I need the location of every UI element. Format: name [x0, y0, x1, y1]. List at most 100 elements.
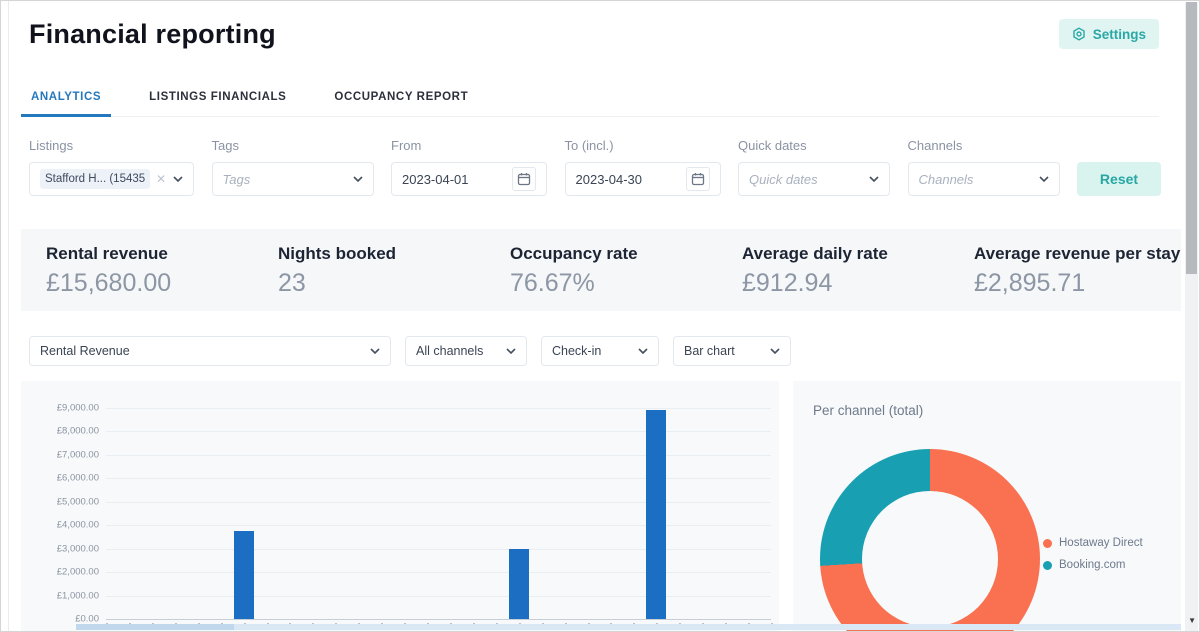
gear-icon: [1072, 27, 1086, 41]
tab-occupancy-report[interactable]: OCCUPANCY REPORT: [334, 91, 469, 103]
donut-chart-title: Per channel (total): [813, 403, 924, 418]
legend-item-hostaway-direct[interactable]: Hostaway Direct: [1043, 537, 1143, 549]
page-title: Financial reporting: [29, 19, 276, 49]
kpi-band: Rental revenue £15,680.00 Nights booked …: [21, 229, 1181, 311]
listings-label: Listings: [29, 138, 74, 153]
vertical-scrollbar[interactable]: ▼: [1185, 2, 1198, 631]
calendar-icon[interactable]: [685, 167, 710, 191]
y-axis-tick-label: £7,000.00: [56, 449, 99, 461]
kpi-average-revenue-per-stay: Average revenue per stay £2,895.71: [949, 229, 1181, 311]
bar-2023-04-07[interactable]: [233, 531, 254, 619]
date-basis-select[interactable]: Check-in: [541, 336, 659, 366]
reset-button[interactable]: Reset: [1077, 162, 1161, 196]
horizontal-scrollbar-thumb[interactable]: [76, 624, 234, 630]
chevron-down-icon: [869, 176, 879, 182]
listing-chip: Stafford H... (15435: [40, 169, 150, 189]
channel-filter-value: All channels: [416, 344, 484, 358]
page-header: Financial reporting Settings: [29, 19, 1159, 50]
donut-legend: Hostaway Direct Booking.com: [1043, 537, 1143, 581]
kpi-value: 23: [278, 269, 306, 297]
listing-chip-label: Stafford H... (15435: [45, 173, 146, 185]
filter-to: To (incl.) 2023-04-30: [564, 138, 721, 196]
kpi-occupancy-rate: Occupancy rate 76.67%: [485, 229, 717, 311]
gridline: [106, 525, 771, 527]
to-date-input[interactable]: 2023-04-30: [564, 162, 721, 196]
legend-label: Hostaway Direct: [1059, 537, 1143, 549]
gridline: [106, 408, 771, 409]
gridline: [106, 572, 771, 574]
bar-2023-04-25[interactable]: [646, 409, 667, 619]
scroll-down-arrow-icon[interactable]: ▼: [1188, 616, 1196, 625]
horizontal-scrollbar[interactable]: [76, 624, 1181, 630]
listings-select[interactable]: Stafford H... (15435 ✕: [29, 162, 194, 196]
date-basis-value: Check-in: [552, 344, 602, 358]
y-axis-tick-label: £3,000.00: [56, 543, 99, 555]
kpi-value: 76.67%: [510, 269, 595, 297]
bar-chart-card: £0.00 £1,000.00 £2,000.00 £3,000.00 £4,000.0…: [21, 381, 779, 631]
filter-channels: Channels Channels: [907, 138, 1060, 196]
clear-icon[interactable]: ✕: [156, 172, 167, 186]
chevron-down-icon: [370, 348, 380, 354]
from-date-value: 2023-04-01: [402, 171, 469, 187]
kpi-label: Rental revenue: [46, 244, 168, 263]
y-axis-tick-label: £4,000.00: [56, 519, 99, 531]
filter-from: From 2023-04-01: [391, 138, 547, 196]
gridline: [106, 595, 771, 597]
channels-select[interactable]: Channels: [907, 162, 1060, 196]
donut-hole: [862, 491, 998, 627]
calendar-icon[interactable]: [512, 167, 536, 191]
kpi-value: £15,680.00: [46, 269, 172, 297]
y-axis-tick-label: £0.00: [75, 613, 99, 625]
tags-placeholder: Tags: [222, 171, 251, 187]
settings-button[interactable]: Settings: [1058, 19, 1159, 49]
gridline: [106, 454, 771, 456]
to-date-value: 2023-04-30: [575, 171, 643, 187]
chevron-down-icon: [770, 348, 780, 354]
legend-dot: [1043, 560, 1052, 570]
y-axis-tick-label: £8,000.00: [56, 425, 99, 437]
to-label: To (incl.): [564, 138, 614, 153]
chart-type-value: Bar chart: [684, 344, 735, 358]
y-axis-tick-label: £2,000.00: [56, 566, 99, 578]
tab-bar: ANALYTICS LISTINGS FINANCIALS OCCUPANCY …: [20, 87, 1159, 117]
y-axis-tick-label: £9,000.00: [56, 402, 99, 414]
gridline: [106, 548, 771, 550]
legend-label: Booking.com: [1059, 559, 1126, 571]
channel-filter-select[interactable]: All channels: [405, 336, 527, 366]
settings-button-label: Settings: [1092, 26, 1146, 42]
chevron-down-icon: [173, 176, 183, 182]
legend-dot: [1043, 538, 1052, 548]
channels-placeholder: Channels: [918, 171, 974, 187]
from-date-input[interactable]: 2023-04-01: [391, 162, 547, 196]
kpi-average-daily-rate: Average daily rate £912.94: [717, 229, 949, 311]
legend-item-booking-com[interactable]: Booking.com: [1043, 559, 1143, 571]
kpi-label: Occupancy rate: [510, 244, 638, 263]
bar-2023-04-19[interactable]: [508, 548, 529, 619]
kpi-value: £912.94: [742, 269, 833, 297]
quick-dates-placeholder: Quick dates: [749, 171, 818, 187]
donut-chart-card: Per channel (total) Hostaway Direct Book…: [793, 381, 1181, 631]
y-axis-tick-label: £1,000.00: [56, 590, 99, 602]
vertical-scrollbar-thumb[interactable]: [1186, 2, 1197, 274]
metric-select[interactable]: Rental Revenue: [29, 336, 391, 366]
kpi-nights-booked: Nights booked 23: [253, 229, 485, 311]
kpi-rental-revenue: Rental revenue £15,680.00: [21, 229, 253, 311]
tab-analytics[interactable]: ANALYTICS: [20, 87, 112, 117]
gridline: [106, 478, 771, 480]
y-axis-tick-label: £5,000.00: [56, 496, 99, 508]
tags-select[interactable]: Tags: [211, 162, 374, 196]
y-axis-tick-label: £6,000.00: [56, 472, 99, 484]
gridline: [106, 431, 771, 433]
quick-dates-select[interactable]: Quick dates: [738, 162, 890, 196]
filter-bar: Listings Stafford H... (15435 ✕ Tags Tag…: [29, 138, 1161, 196]
chart-type-select[interactable]: Bar chart: [673, 336, 791, 366]
chevron-down-icon: [506, 348, 516, 354]
page-edge-line: [8, 1, 9, 631]
quick-dates-label: Quick dates: [738, 138, 807, 153]
filter-quick-dates: Quick dates Quick dates: [738, 138, 890, 196]
tab-listings-financials[interactable]: LISTINGS FINANCIALS: [149, 91, 287, 103]
filter-listings: Listings Stafford H... (15435 ✕: [29, 138, 194, 196]
chart-controls: Rental Revenue All channels Check-in Bar…: [29, 336, 791, 366]
filter-tags: Tags Tags: [211, 138, 374, 196]
